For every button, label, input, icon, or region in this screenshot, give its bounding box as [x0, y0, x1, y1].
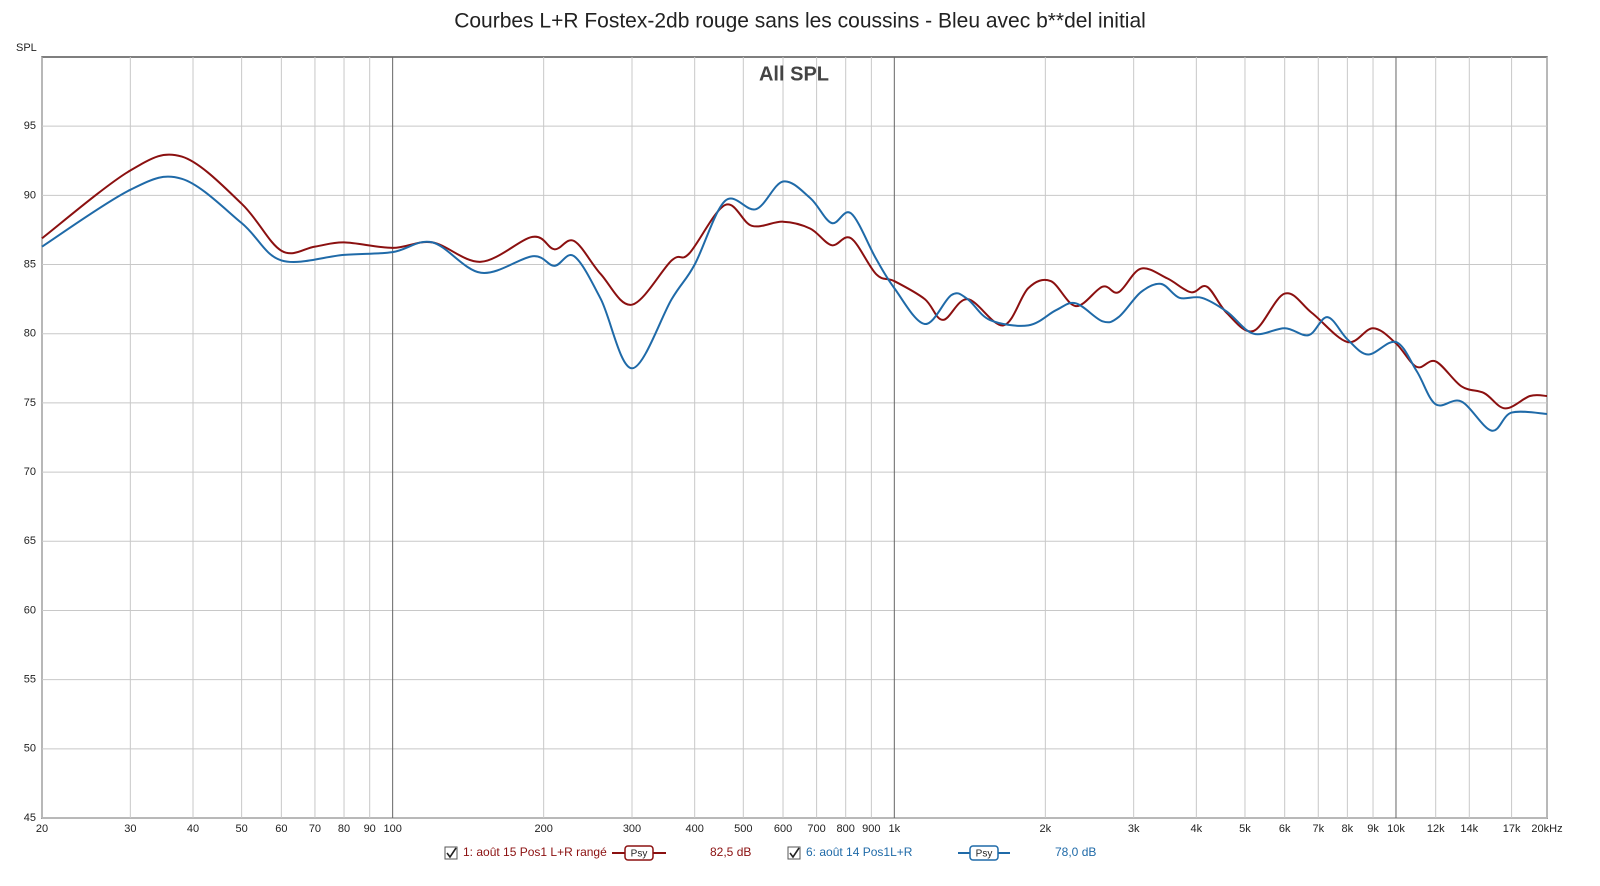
legend-smoothing: Psy [976, 849, 993, 860]
x-tick-label: 2k [1040, 823, 1052, 835]
x-tick-label: 20kHz [1531, 823, 1562, 835]
plot-frame [41, 56, 1548, 819]
legend-smoothing-box [624, 845, 654, 861]
x-tick-label: 14k [1460, 823, 1478, 835]
x-tick-label: 6k [1279, 823, 1291, 835]
x-tick-label: 40 [187, 823, 199, 835]
y-tick-label: 60 [24, 604, 36, 616]
x-tick-label: 9k [1367, 823, 1379, 835]
y-tick-label: 85 [24, 258, 36, 270]
series-line [41, 175, 1548, 432]
y-tick-label: 50 [24, 743, 36, 755]
legend-smoothing: Psy [631, 849, 648, 860]
legend-item: 1: août 15 Pos1 L+R rangé Psy 82,5 dB [444, 845, 751, 861]
legend-check [446, 847, 457, 859]
legend-check [789, 847, 800, 859]
legend-level: 82,5 dB [710, 845, 751, 859]
x-tick-label: 17k [1503, 823, 1521, 835]
x-tick-label: 90 [364, 823, 376, 835]
x-tick-label: 60 [275, 823, 287, 835]
x-tick-label: 600 [774, 823, 792, 835]
y-tick-label: 55 [24, 674, 36, 686]
x-tick-label: 30 [124, 823, 136, 835]
x-tick-label: 700 [807, 823, 825, 835]
legend-label: 6: août 14 Pos1L+R [806, 845, 913, 859]
grid [41, 57, 1548, 819]
x-tick-label: 900 [862, 823, 880, 835]
x-tick-label: 4k [1191, 823, 1203, 835]
y-tick-label: 65 [24, 535, 36, 547]
y-tick-label: 45 [24, 812, 36, 824]
x-tick-label: 10k [1387, 823, 1405, 835]
x-tick-label: 100 [383, 823, 401, 835]
x-tick-label: 200 [534, 823, 552, 835]
x-tick-label: 500 [734, 823, 752, 835]
x-tick-label: 3k [1128, 823, 1140, 835]
chart-title: Courbes L+R Fostex-2db rouge sans les co… [454, 10, 1146, 33]
x-tick-label: 800 [837, 823, 855, 835]
x-tick-label: 1k [889, 823, 901, 835]
y-tick-label: 75 [24, 397, 36, 409]
x-tick-label: 20 [36, 823, 48, 835]
x-tick-label: 400 [686, 823, 704, 835]
y-tick-label: 70 [24, 466, 36, 478]
x-tick-label: 80 [338, 823, 350, 835]
legend-label: 1: août 15 Pos1 L+R rangé [463, 845, 607, 859]
annotation: All SPL [759, 63, 829, 85]
legend-item: 6: août 14 Pos1L+R Psy 78,0 dB [787, 845, 1096, 861]
x-tick-label: 300 [623, 823, 641, 835]
legend-smoothing-box [969, 845, 999, 861]
x-tick-label: 70 [309, 823, 321, 835]
x-tick-label: 12k [1427, 823, 1445, 835]
x-tick-label: 8k [1342, 823, 1354, 835]
y-axis-label: SPL [16, 42, 37, 54]
x-tick-label: 50 [236, 823, 248, 835]
y-tick-label: 90 [24, 189, 36, 201]
y-tick-label: 80 [24, 328, 36, 340]
y-tick-label: 95 [24, 120, 36, 132]
legend-level: 78,0 dB [1055, 845, 1096, 859]
x-tick-label: 5k [1239, 823, 1251, 835]
x-tick-label: 7k [1312, 823, 1324, 835]
